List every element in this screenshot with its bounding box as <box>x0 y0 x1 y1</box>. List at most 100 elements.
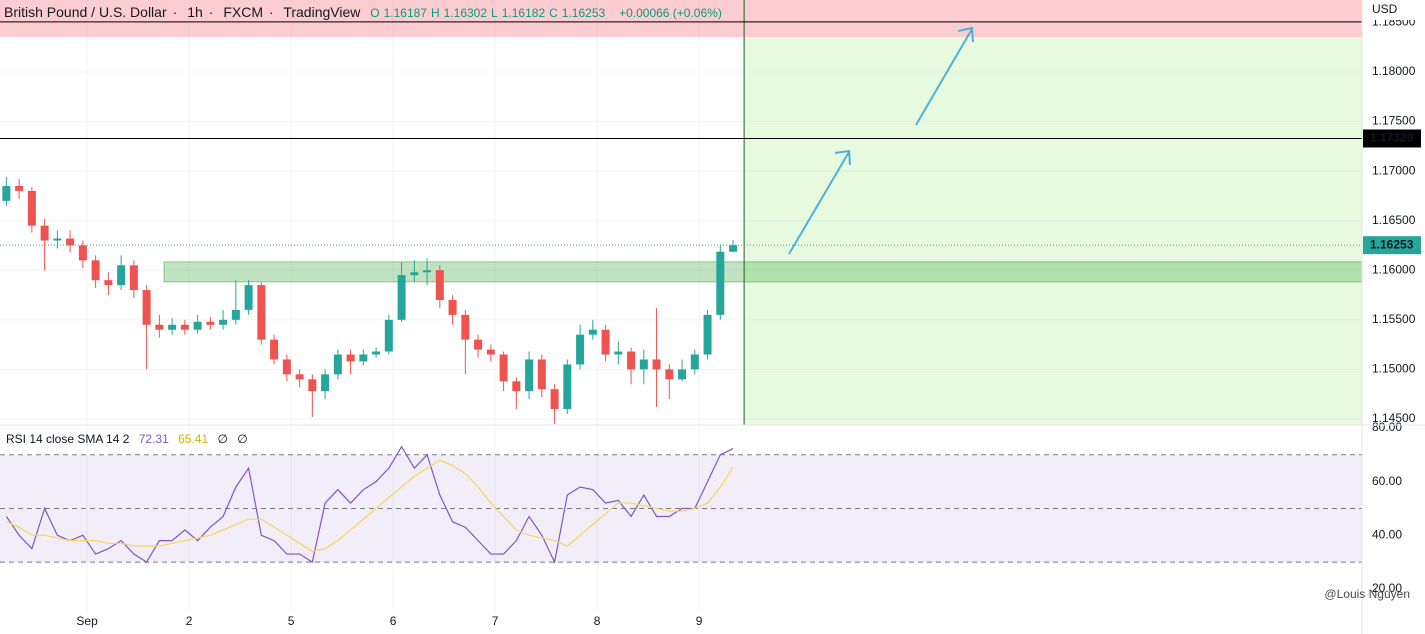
candle-body <box>665 369 674 380</box>
y-tick-label: 40.00 <box>1372 527 1402 541</box>
candle-body <box>117 265 126 286</box>
candle-body <box>270 339 279 360</box>
candle-body <box>499 354 508 382</box>
null-value: ∅ <box>217 432 228 446</box>
y-tick-label: 60.00 <box>1372 474 1402 488</box>
candle-body <box>308 379 317 392</box>
ohlc-value: 1.16302 <box>443 6 488 20</box>
candle-body <box>486 349 495 355</box>
ohlc-value: 1.16253 <box>561 6 606 20</box>
candle-body <box>716 251 725 315</box>
ohlc-prefix: C <box>549 6 558 20</box>
x-tick-label: Sep <box>76 614 98 628</box>
candle-body <box>448 299 457 315</box>
x-tick-label: 7 <box>492 614 499 628</box>
y-tick-label: 1.14500 <box>1372 411 1416 425</box>
y-tick-label: 1.16500 <box>1372 213 1416 227</box>
candle-body <box>512 381 521 392</box>
candle-body <box>474 339 483 350</box>
y-tick-label: 1.17000 <box>1372 163 1416 177</box>
ohlc-prefix: L <box>491 6 498 20</box>
candle-body <box>359 354 368 362</box>
y-tick-label: 1.15500 <box>1372 312 1416 326</box>
candle-body <box>2 185 11 201</box>
candle-body <box>525 359 534 392</box>
candle-body <box>639 359 648 370</box>
level-tag-label: 1.17329 <box>1370 131 1414 145</box>
candle-body <box>333 354 342 375</box>
candle-body <box>257 285 266 340</box>
x-tick-label: 8 <box>594 614 601 628</box>
price-tag <box>1363 236 1421 255</box>
candle-body <box>78 245 87 261</box>
header: British Pound / U.S. Dollar · 1h · FXCM · T… <box>4 4 722 20</box>
candle-body <box>423 270 432 273</box>
x-tick-label: 5 <box>288 614 295 628</box>
candle-body <box>397 275 406 320</box>
rsi-value: 72.31 <box>138 432 169 446</box>
zone <box>0 0 1362 37</box>
price-tag-label: 1.16253 <box>1370 237 1414 251</box>
zone <box>163 261 1363 283</box>
candle-body <box>372 351 381 355</box>
candle-body <box>40 225 49 241</box>
candle-body <box>410 272 419 276</box>
candle-body <box>155 324 164 330</box>
candle-body <box>678 369 687 380</box>
candle-body <box>384 319 393 352</box>
candle-body <box>346 354 355 362</box>
candle-body <box>66 238 75 246</box>
candle-body <box>601 329 610 355</box>
candle-body <box>588 329 597 335</box>
ohlc-prefix: O <box>370 6 380 20</box>
rsi-legend: RSI 14 close SMA 14 2 72.31 65.41 ∅ ∅ <box>6 432 254 446</box>
zone <box>744 36 1362 425</box>
arrows <box>788 26 974 255</box>
candle-body <box>180 324 189 330</box>
candle-body <box>231 309 240 320</box>
candle-body <box>193 321 202 330</box>
y-tick-label: 1.18000 <box>1372 64 1416 78</box>
candle-body <box>703 314 712 355</box>
candle-body <box>129 265 138 291</box>
candle-body <box>321 374 330 392</box>
y-tick-label: 1.16000 <box>1372 262 1416 276</box>
watermark: @Louis Nguyen <box>1324 587 1410 601</box>
rsi-title: RSI 14 close SMA 14 2 <box>6 432 130 446</box>
candle-body <box>627 351 636 370</box>
y-tick-label: 1.17500 <box>1372 114 1416 128</box>
y-tick-label: 80.00 <box>1372 420 1402 434</box>
candle-body <box>142 290 151 325</box>
candle-body <box>563 364 572 410</box>
y-tick-label: 20.00 <box>1372 581 1402 595</box>
candle-body <box>295 374 304 380</box>
x-tick-label: 9 <box>696 614 703 628</box>
null-value: ∅ <box>237 432 248 446</box>
rsi-line <box>6 459 734 553</box>
candle-body <box>652 359 661 370</box>
candle-body <box>27 190 36 226</box>
platform: TradingView <box>283 4 361 20</box>
candle-body <box>435 270 444 300</box>
candle-body <box>15 185 24 191</box>
candle-body <box>614 351 623 355</box>
candle-body <box>168 324 177 330</box>
candle-body <box>690 354 699 370</box>
sma-value: 65.41 <box>178 432 209 446</box>
rsi-line <box>5 445 734 565</box>
candle-body <box>244 285 253 310</box>
interval: 1h <box>187 4 203 20</box>
candle-body <box>206 321 215 325</box>
candle-body <box>576 334 585 365</box>
ohlc-value: 1.16182 <box>501 6 546 20</box>
currency: USD <box>1372 2 1398 16</box>
candle-body <box>537 359 546 390</box>
x-tick-label: 2 <box>186 614 193 628</box>
ohlc-value: 1.16187 <box>383 6 427 20</box>
candle-body <box>104 280 113 286</box>
level-tag <box>1363 129 1421 148</box>
ohlc: O 1.16187 H 1.16302 L 1.16182 C 1.16253 <box>370 4 609 20</box>
axis-header-bg <box>1363 0 1425 20</box>
candle-body <box>91 260 100 281</box>
